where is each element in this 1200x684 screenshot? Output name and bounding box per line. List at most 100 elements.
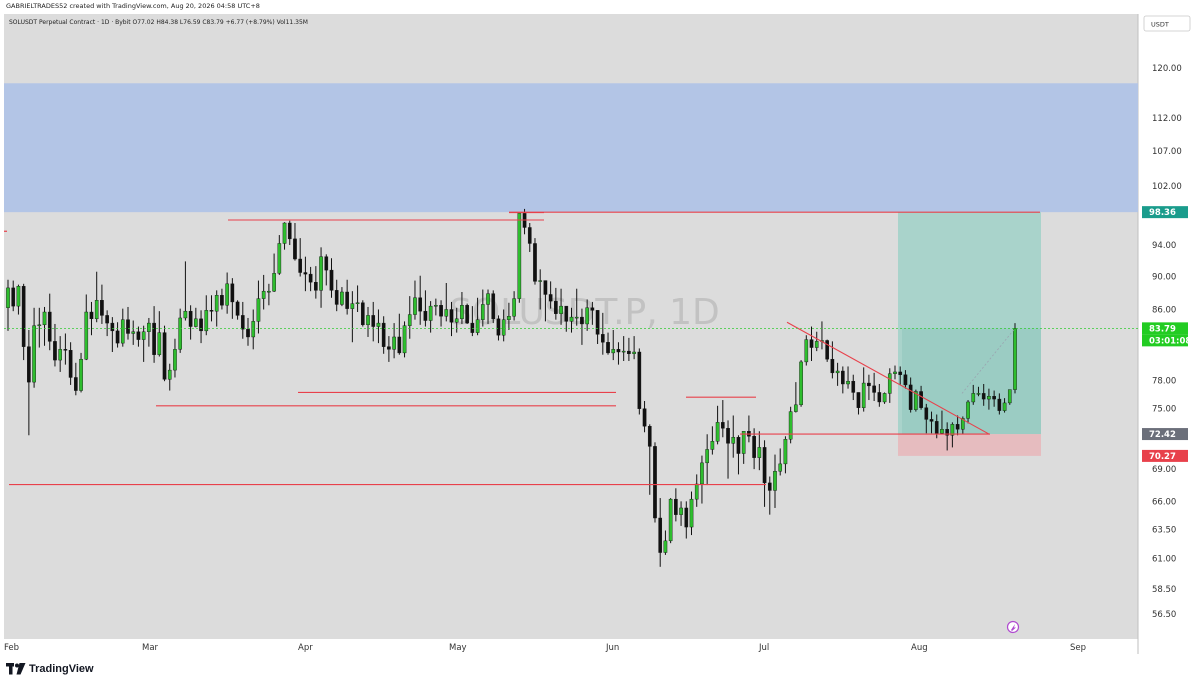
candle-body <box>903 374 908 386</box>
candle-body <box>741 431 746 454</box>
candle <box>527 222 532 252</box>
candle-body <box>392 336 396 350</box>
candle-body <box>1007 389 1012 404</box>
candle <box>460 291 464 324</box>
currency-label: USDT <box>1151 21 1169 29</box>
candle <box>470 306 475 337</box>
candlestick-chart[interactable]: SOLUSDT Perpetual Contract · 1D · Bybit … <box>4 14 1196 654</box>
candle <box>439 300 443 327</box>
candle <box>371 301 376 342</box>
candle-body <box>105 315 109 324</box>
candle <box>147 317 151 347</box>
candle <box>303 256 308 292</box>
candle <box>554 287 558 320</box>
candle-body <box>84 311 89 360</box>
x-tick-label: Jul <box>758 643 769 653</box>
candle <box>465 303 469 324</box>
candle-body <box>126 319 130 334</box>
candle <box>157 311 162 357</box>
candle <box>804 335 809 366</box>
candle-body <box>402 325 407 354</box>
candle <box>616 342 621 365</box>
candle-body <box>319 256 323 291</box>
candle-body <box>272 273 276 292</box>
candle <box>381 316 386 354</box>
candle-body <box>480 304 485 320</box>
candle-body <box>914 391 918 410</box>
candle-body <box>256 298 261 322</box>
candle <box>590 301 595 325</box>
candle <box>449 301 454 337</box>
candle <box>1007 389 1012 405</box>
candle <box>319 247 323 308</box>
candle <box>966 400 970 424</box>
candle-body <box>653 446 657 519</box>
y-tick-label: 107.00 <box>1152 147 1182 157</box>
candle-body <box>574 316 579 319</box>
candle <box>11 280 16 312</box>
candle-body <box>945 429 949 436</box>
candle-body <box>861 382 866 408</box>
candle-body <box>360 302 365 326</box>
header-info: GABRIELTRADES52 created with TradingView… <box>6 2 260 10</box>
candle <box>872 372 876 401</box>
currency-button[interactable]: USDT <box>1143 15 1191 32</box>
candle <box>893 365 897 380</box>
chart-area[interactable]: SOLUSDT Perpetual Contract · 1D · Bybit … <box>4 14 1196 654</box>
candle <box>126 306 130 340</box>
candle <box>841 366 845 394</box>
candle <box>611 329 616 361</box>
candle-body <box>569 316 574 322</box>
supply-zone <box>4 83 1138 213</box>
candle-body <box>225 283 229 306</box>
candle <box>194 307 198 328</box>
event-flag-icon[interactable] <box>1006 620 1020 634</box>
candle-body <box>543 280 548 295</box>
price-badge <box>1142 322 1188 335</box>
candle-body <box>929 419 934 422</box>
y-tick-label: 66.00 <box>1152 497 1176 507</box>
zones-layer <box>4 83 1138 456</box>
candle <box>267 283 271 306</box>
candle-body <box>783 439 788 465</box>
candle-body <box>621 350 626 353</box>
candle <box>679 501 683 526</box>
candle <box>903 370 908 389</box>
tradingview-logo[interactable]: TradingView <box>6 663 94 675</box>
y-tick-label: 90.00 <box>1152 273 1176 283</box>
candle <box>668 498 673 544</box>
candle <box>110 317 115 353</box>
candle-body <box>162 332 167 380</box>
candle-body <box>799 361 803 406</box>
candle <box>632 336 636 360</box>
candle-body <box>298 258 303 273</box>
candle <box>621 336 626 361</box>
candle-body <box>261 290 266 299</box>
y-tick-label: 78.00 <box>1152 376 1176 386</box>
candle <box>574 288 579 326</box>
candle <box>637 348 642 415</box>
candle-body <box>976 393 981 395</box>
candle <box>480 289 485 327</box>
candle-body <box>940 429 944 434</box>
candle <box>929 411 934 434</box>
y-tick-label: 63.50 <box>1152 525 1176 535</box>
x-tick-label: Mar <box>142 643 159 653</box>
candle-body <box>997 398 1002 411</box>
candle-body <box>757 447 762 458</box>
candle <box>825 339 829 362</box>
time-axis[interactable] <box>4 639 1138 654</box>
price-badge <box>1142 428 1188 441</box>
candle-body <box>366 315 370 326</box>
candle <box>950 422 955 448</box>
candle <box>100 284 104 324</box>
candle-body <box>209 310 214 312</box>
candle-body <box>924 407 929 420</box>
candle-body <box>580 316 584 325</box>
candle <box>814 331 819 352</box>
candle-body <box>308 273 313 283</box>
candle <box>27 329 31 436</box>
candle-body <box>27 346 31 383</box>
candle-body <box>595 310 600 335</box>
candle <box>16 284 21 315</box>
